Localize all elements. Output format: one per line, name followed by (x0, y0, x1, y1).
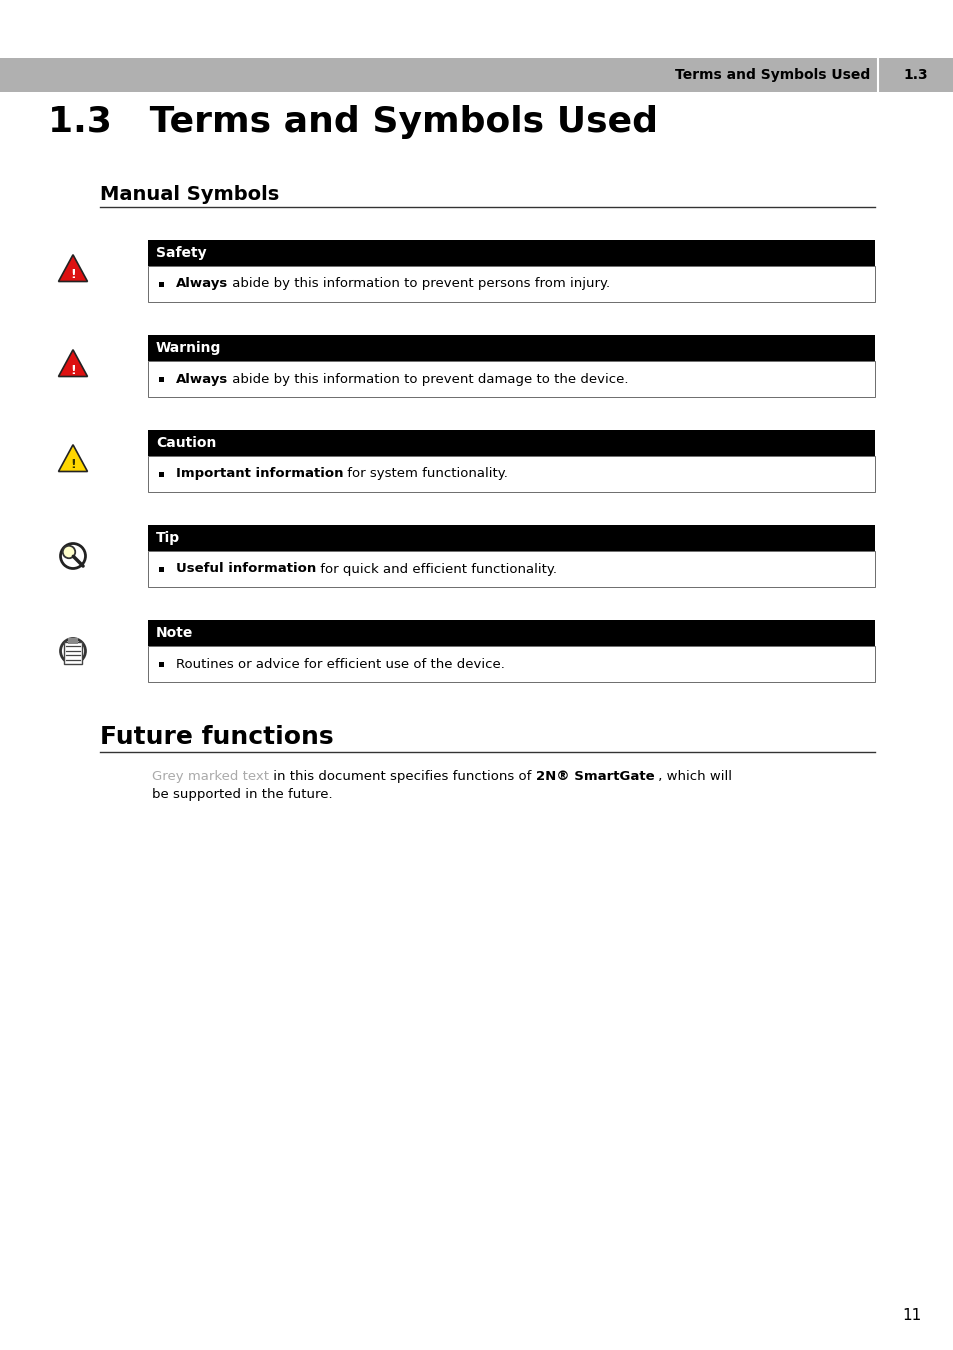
Bar (148, 360, 874, 397)
Text: 2N® SmartGate: 2N® SmartGate (535, 769, 654, 783)
Text: Future functions: Future functions (100, 725, 334, 749)
Text: be supported in the future.: be supported in the future. (152, 788, 333, 801)
Text: Always: Always (175, 373, 228, 386)
Bar (148, 525, 874, 551)
Polygon shape (58, 350, 88, 377)
Bar (0, 58, 953, 92)
Circle shape (63, 545, 75, 559)
Text: for quick and efficient functionality.: for quick and efficient functionality. (315, 563, 557, 575)
Text: !: ! (71, 269, 76, 282)
Bar (148, 431, 874, 456)
Bar (159, 471, 164, 477)
Text: Terms and Symbols Used: Terms and Symbols Used (674, 68, 869, 82)
Text: Useful information: Useful information (175, 563, 315, 575)
Text: for system functionality.: for system functionality. (343, 467, 508, 481)
Bar (68, 639, 78, 644)
Bar (148, 335, 874, 360)
Bar (148, 647, 874, 682)
Text: Important information: Important information (175, 467, 343, 481)
Text: Always: Always (175, 278, 228, 290)
Polygon shape (58, 444, 88, 471)
Text: 1.3   Terms and Symbols Used: 1.3 Terms and Symbols Used (48, 105, 658, 139)
Circle shape (60, 544, 86, 568)
Text: 1.3: 1.3 (902, 68, 927, 82)
Text: Note: Note (156, 626, 193, 640)
Text: Grey marked text: Grey marked text (152, 769, 269, 783)
Bar (159, 567, 164, 571)
Bar (148, 620, 874, 647)
Text: abide by this information to prevent damage to the device.: abide by this information to prevent dam… (228, 373, 628, 386)
Bar (148, 551, 874, 587)
Text: Caution: Caution (156, 436, 216, 450)
Text: !: ! (71, 459, 76, 471)
Text: , which will: , which will (654, 769, 732, 783)
Text: Warning: Warning (156, 342, 221, 355)
Bar (148, 266, 874, 302)
Text: Tip: Tip (156, 531, 180, 545)
Bar (148, 240, 874, 266)
Text: Routines or advice for efficient use of the device.: Routines or advice for efficient use of … (175, 657, 504, 671)
Bar (159, 282, 164, 286)
Bar (64, 643, 82, 664)
Bar (148, 456, 874, 491)
Circle shape (60, 639, 86, 663)
Text: Safety: Safety (156, 246, 207, 261)
Bar (159, 662, 164, 667)
Text: in this document specifies functions of: in this document specifies functions of (269, 769, 535, 783)
Text: 11: 11 (902, 1308, 921, 1323)
Bar (159, 377, 164, 382)
Text: abide by this information to prevent persons from injury.: abide by this information to prevent per… (228, 278, 610, 290)
Text: !: ! (71, 363, 76, 377)
Text: Manual Symbols: Manual Symbols (100, 185, 279, 204)
Polygon shape (58, 255, 88, 282)
